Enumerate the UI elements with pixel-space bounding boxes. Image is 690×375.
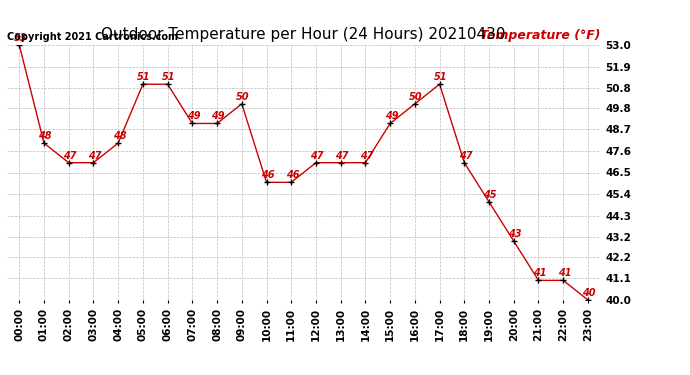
Text: 51: 51 (162, 72, 175, 82)
Text: 47: 47 (335, 150, 348, 160)
Text: 46: 46 (286, 170, 299, 180)
Text: 51: 51 (137, 72, 151, 82)
Text: 51: 51 (434, 72, 448, 82)
Text: Temperature (°F): Temperature (°F) (480, 30, 600, 42)
Text: 46: 46 (261, 170, 275, 180)
Text: 50: 50 (236, 92, 250, 102)
Text: 41: 41 (558, 268, 571, 278)
Text: 40: 40 (582, 288, 596, 298)
Text: 47: 47 (310, 150, 324, 160)
Text: Copyright 2021 Cartronics.com: Copyright 2021 Cartronics.com (7, 33, 178, 42)
Title: Outdoor Temperature per Hour (24 Hours) 20210430: Outdoor Temperature per Hour (24 Hours) … (101, 27, 506, 42)
Text: 49: 49 (212, 111, 225, 121)
Text: 43: 43 (509, 229, 522, 239)
Text: 48: 48 (39, 131, 52, 141)
Text: 47: 47 (63, 150, 77, 160)
Text: 49: 49 (187, 111, 200, 121)
Text: 47: 47 (88, 150, 101, 160)
Text: 49: 49 (384, 111, 398, 121)
Text: 50: 50 (409, 92, 423, 102)
Text: 53: 53 (14, 33, 27, 43)
Text: 41: 41 (533, 268, 546, 278)
Text: 47: 47 (360, 150, 373, 160)
Text: 45: 45 (484, 190, 497, 200)
Text: 48: 48 (112, 131, 126, 141)
Text: 47: 47 (459, 150, 472, 160)
